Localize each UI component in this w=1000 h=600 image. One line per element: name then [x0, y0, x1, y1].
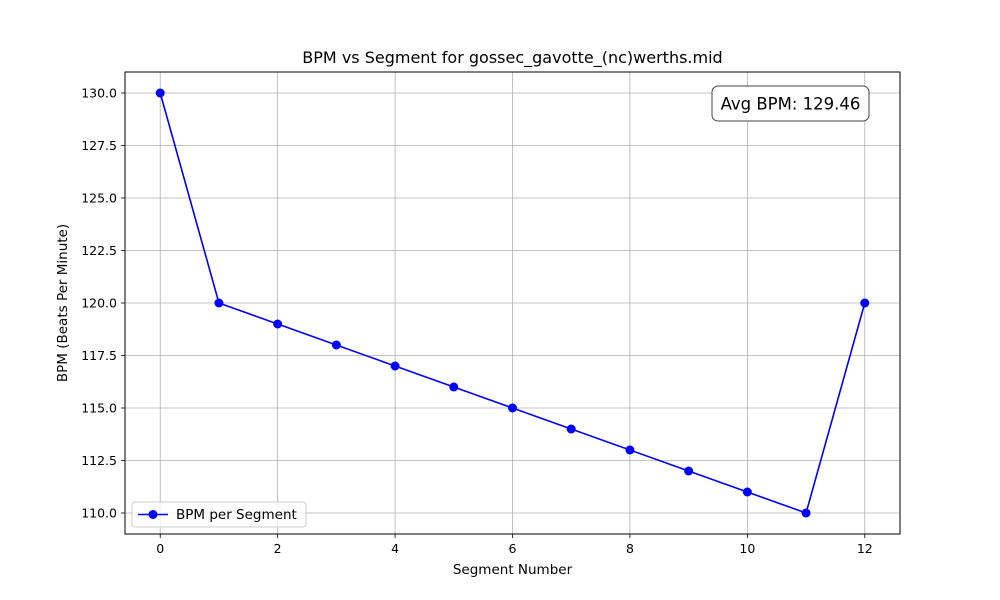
- y-tick-label: 122.5: [81, 243, 117, 258]
- legend: BPM per Segment: [131, 501, 307, 528]
- data-point: [390, 361, 400, 371]
- data-point: [566, 424, 576, 434]
- y-tick-label: 117.5: [81, 348, 117, 363]
- x-axis-label: Segment Number: [453, 562, 573, 578]
- y-tick-label: 125.0: [81, 191, 117, 206]
- x-tick-label: 6: [509, 541, 517, 556]
- y-tick-label: 115.0: [81, 401, 117, 416]
- x-tick-label: 12: [857, 541, 873, 556]
- legend-box: [131, 501, 307, 528]
- annotation-box: [711, 85, 870, 122]
- data-point: [214, 298, 224, 308]
- data-point: [860, 298, 870, 308]
- y-tick-label: 127.5: [81, 138, 117, 153]
- chart-title: BPM vs Segment for gossec_gavotte_(nc)we…: [302, 48, 722, 68]
- axis-ticks: 0 2 4 6 8 10 12 110.0 112.5 115.0 117.5 120.0 122.5 1…: [81, 86, 873, 557]
- data-point: [684, 466, 694, 476]
- data-series: [155, 88, 870, 518]
- data-point: [155, 88, 165, 98]
- x-tick-label: 10: [739, 541, 755, 556]
- y-axis-label: BPM (Beats Per Minute): [55, 224, 71, 382]
- data-point: [742, 487, 752, 497]
- y-tick-label: 120.0: [81, 296, 117, 311]
- data-point: [273, 319, 283, 329]
- x-tick-label: 2: [274, 541, 282, 556]
- y-tick-label: 110.0: [81, 506, 117, 521]
- data-point: [801, 508, 811, 518]
- data-point: [625, 445, 635, 455]
- y-tick-label: 112.5: [81, 453, 117, 468]
- legend-marker-swatch: [148, 510, 158, 519]
- legend-label: BPM per Segment: [176, 507, 297, 523]
- avg-bpm-annotation: Avg BPM: 129.46: [711, 85, 870, 122]
- x-tick-label: 4: [391, 541, 399, 556]
- data-point: [449, 382, 459, 392]
- x-tick-label: 0: [156, 541, 164, 556]
- data-point: [508, 403, 517, 413]
- data-point: [331, 340, 341, 350]
- plot-area-frame: [124, 71, 901, 535]
- y-tick-label: 130.0: [81, 86, 117, 101]
- annotation-text: Avg BPM: 129.46: [721, 95, 861, 114]
- x-tick-label: 8: [626, 541, 634, 556]
